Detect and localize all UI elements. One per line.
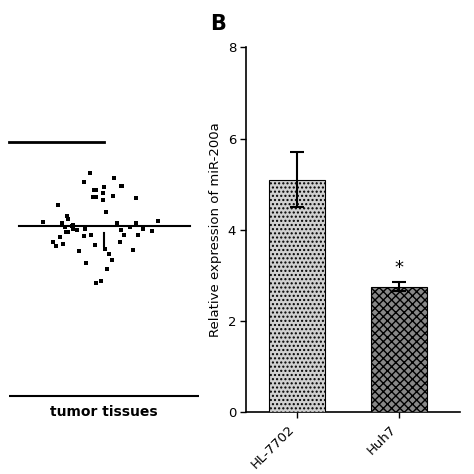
Text: *: * bbox=[394, 259, 403, 277]
Bar bbox=[371, 287, 427, 412]
Bar bbox=[269, 180, 325, 412]
Y-axis label: Relative expression of miR-200a: Relative expression of miR-200a bbox=[209, 122, 222, 337]
Text: tumor tissues: tumor tissues bbox=[50, 405, 158, 419]
Text: B: B bbox=[210, 14, 226, 34]
